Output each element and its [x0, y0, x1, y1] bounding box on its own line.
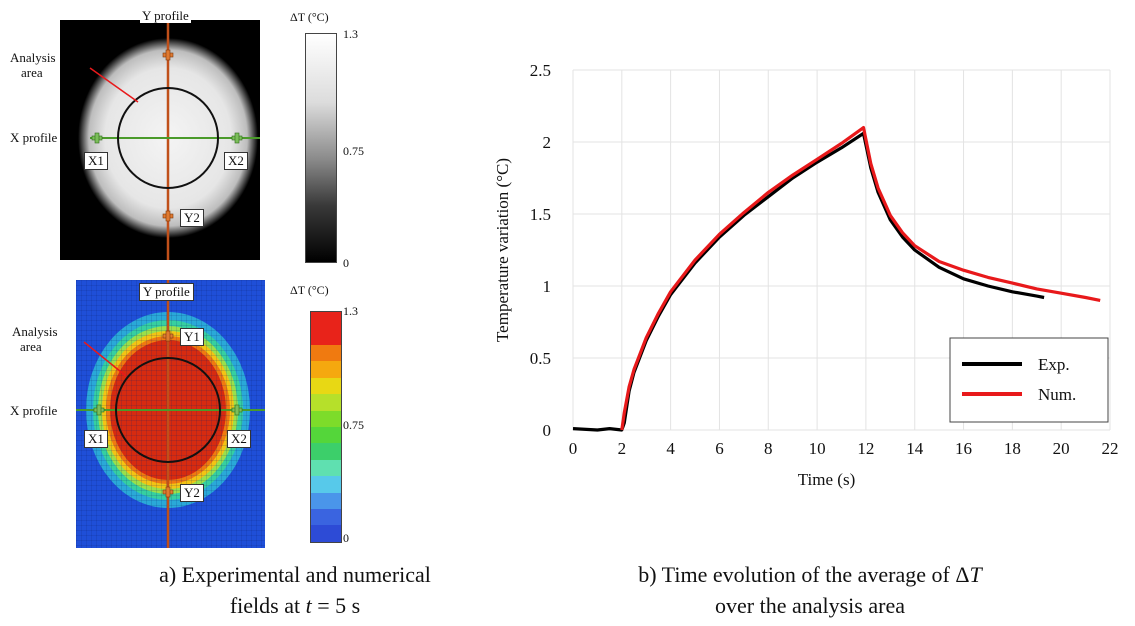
num-x-profile-label: X profile: [10, 403, 58, 418]
x-tick-label: 0: [569, 439, 578, 458]
x-axis-label: Time (s): [798, 470, 855, 489]
experimental-field-image: [60, 20, 260, 260]
num-colorbar-title: ΔT (°C): [290, 283, 329, 297]
num-colorbar-tick-min: 0: [343, 531, 349, 545]
exp-colorbar-title: ΔT (°C): [290, 10, 329, 24]
x-tick-label: 2: [618, 439, 627, 458]
x-tick-label: 8: [764, 439, 773, 458]
exp-analysis-area-label-1: Analysis: [10, 50, 56, 65]
series-line-num: [620, 126, 1101, 431]
exp-y-profile-label: Y profile: [140, 8, 191, 23]
exp-colorbar-tick-mid: 0.75: [343, 144, 364, 158]
num-colorbar-tick-mid: 0.75: [343, 418, 364, 432]
caption-b-line1: b) Time evolution of the average of ΔT: [638, 562, 982, 587]
exp-x-profile-label: X profile: [10, 130, 58, 145]
num-point-y1: Y1: [180, 328, 204, 346]
exp-point-y2: Y2: [180, 209, 204, 227]
x-tick-label: 10: [809, 439, 826, 458]
x-tick-label: 4: [666, 439, 675, 458]
num-analysis-area-label-1: Analysis: [12, 324, 58, 339]
temperature-chart: 0 2 4 6 8 10 12 14 16 18 20 22 0 0.5 1 1.5 2 2.5 Time (s) T…: [493, 61, 1119, 489]
x-tick-label: 20: [1053, 439, 1070, 458]
num-colorbar: [310, 311, 342, 543]
x-tick-label: 22: [1102, 439, 1119, 458]
num-point-y2: Y2: [180, 484, 204, 502]
x-tick-label: 14: [906, 439, 924, 458]
legend-box: [949, 337, 1109, 423]
num-point-x1: X1: [84, 430, 108, 448]
num-colorbar-tick-max: 1.3: [343, 304, 358, 318]
num-y-profile-label: Y profile: [139, 283, 194, 301]
caption-a-line2: fields at t = 5 s: [229, 593, 361, 618]
y-tick-label: 2: [543, 133, 552, 152]
x-tick-label: 16: [955, 439, 972, 458]
x-tick-label: 18: [1004, 439, 1021, 458]
y-tick-label: 0: [543, 421, 552, 440]
experimental-field-panel: [60, 20, 260, 260]
y-axis-label: Temperature variation (°C): [493, 158, 512, 342]
exp-point-x2: X2: [224, 152, 248, 170]
exp-colorbar-tick-min: 0: [343, 256, 349, 270]
num-analysis-area-label-2: area: [20, 339, 42, 354]
legend-label: Exp.: [1038, 355, 1070, 374]
exp-colorbar-tick-max: 1.3: [343, 27, 358, 41]
exp-analysis-area-label-2: area: [21, 65, 43, 80]
legend-label: Num.: [1038, 385, 1076, 404]
num-point-x2: X2: [227, 430, 251, 448]
x-tick-label: 6: [715, 439, 724, 458]
numerical-field-panel: [76, 280, 265, 548]
y-tick-label: 1: [543, 277, 552, 296]
y-tick-label: 1.5: [530, 205, 551, 224]
x-tick-label: 12: [857, 439, 874, 458]
y-tick-label: 0.5: [530, 349, 551, 368]
exp-colorbar: [305, 33, 337, 263]
caption-a-line1: a) Experimental and numerical: [159, 562, 431, 587]
exp-point-x1: X1: [84, 152, 108, 170]
caption-b-line2: over the analysis area: [715, 593, 905, 618]
numerical-field-image: [76, 280, 265, 548]
y-tick-label: 2.5: [530, 61, 551, 80]
